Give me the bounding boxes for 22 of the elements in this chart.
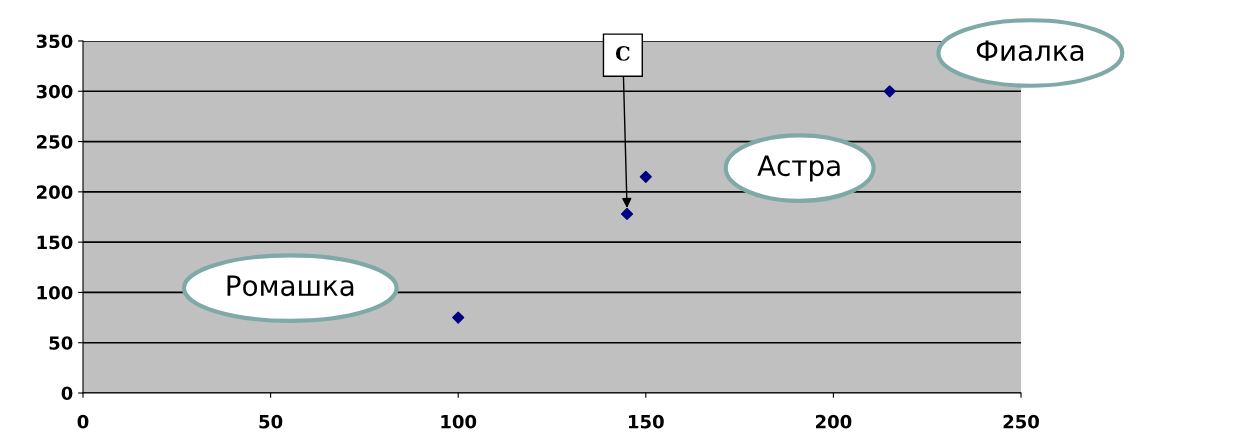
point bbox=[620, 207, 634, 221]
annotation: C bbox=[615, 46, 630, 61]
x-tick-label: 150 bbox=[628, 414, 664, 429]
annotation: Фиалка bbox=[976, 40, 1084, 62]
y-tick-label: 50 bbox=[49, 336, 73, 350]
y-tick-label: 200 bbox=[37, 185, 73, 199]
point bbox=[883, 85, 896, 98]
y-tick-label: 100 bbox=[37, 285, 73, 300]
x-tick-label: 50 bbox=[259, 414, 283, 429]
annotation: Астра bbox=[757, 155, 840, 182]
annotation: Ромашка bbox=[227, 275, 354, 297]
x-tick-label: 200 bbox=[815, 414, 852, 429]
y-tick-label: 150 bbox=[37, 235, 73, 250]
x-tick-label: 250 bbox=[1003, 414, 1039, 429]
x-tick-label: 0 bbox=[77, 414, 89, 429]
point bbox=[639, 170, 652, 183]
y-tick-label: 0 bbox=[61, 386, 73, 401]
y-tick-label: 250 bbox=[37, 135, 73, 149]
y-tick-label: 300 bbox=[36, 84, 73, 99]
point bbox=[452, 311, 465, 324]
y-tick-label: 350 bbox=[36, 34, 73, 49]
x-tick-label: 100 bbox=[441, 414, 477, 429]
